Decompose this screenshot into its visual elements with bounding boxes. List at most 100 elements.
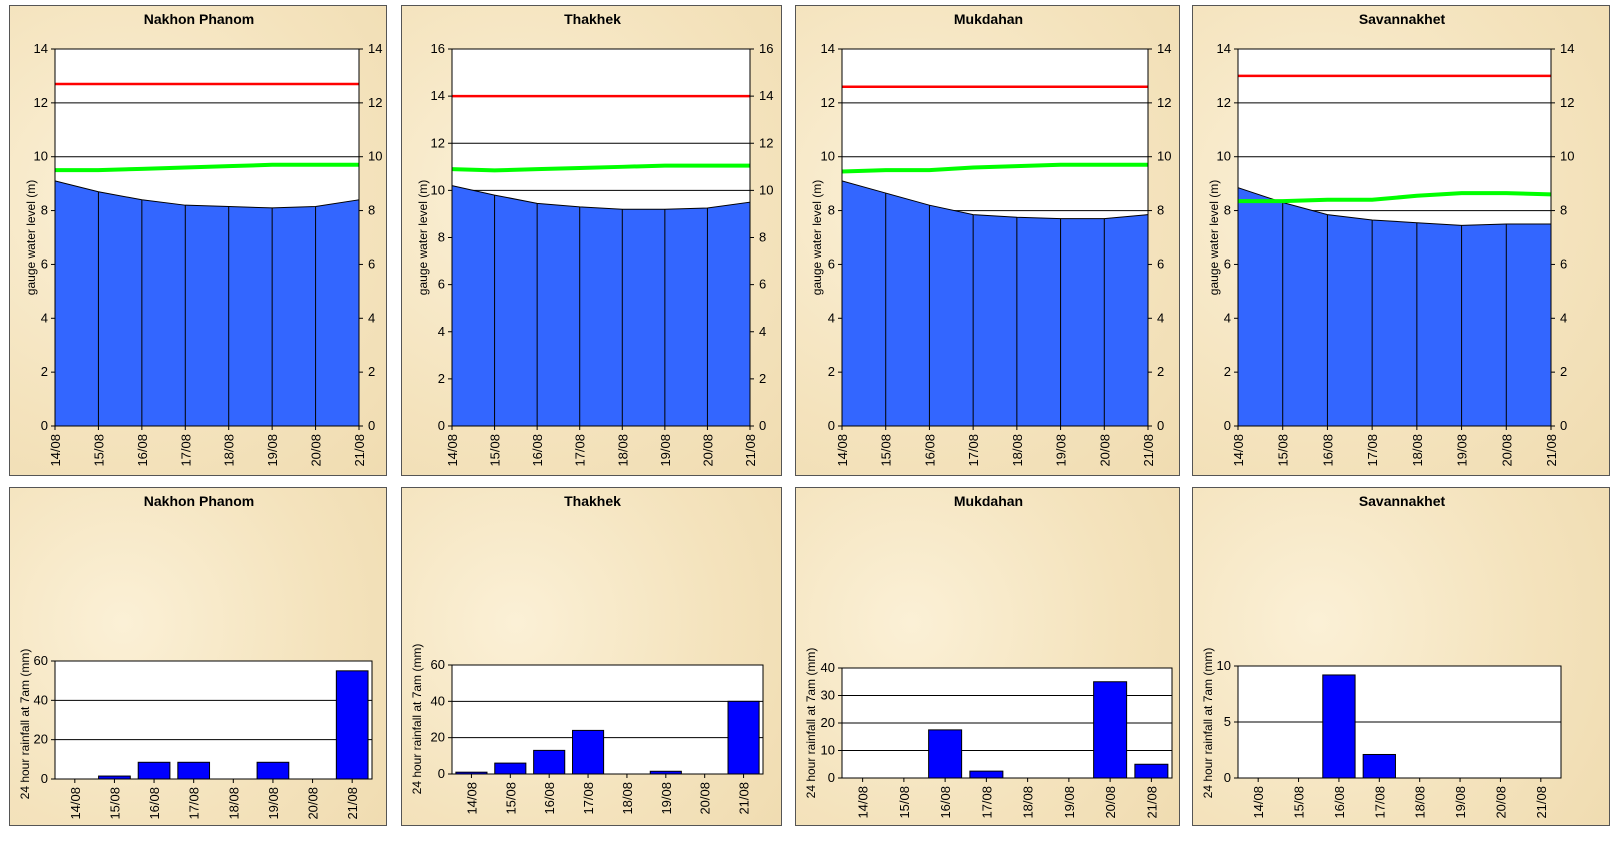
y-tick-label: 12 xyxy=(34,95,48,110)
y2-tick-label: 0 xyxy=(1560,418,1567,433)
y-tick-label: 12 xyxy=(431,135,445,150)
y2-tick-label: 12 xyxy=(1560,95,1574,110)
y-tick-label: 4 xyxy=(1224,310,1231,325)
x-tick-label: 18/08 xyxy=(226,787,241,820)
rainfall-bar xyxy=(1362,753,1396,779)
y-axis-label: 24 hour rainfall at 7am (mm) xyxy=(18,649,32,800)
rainfall-bar xyxy=(494,762,527,775)
y-tick-label: 8 xyxy=(41,203,48,218)
y2-tick-label: 8 xyxy=(1560,203,1567,218)
y-tick-label: 16 xyxy=(431,41,445,56)
y2-tick-label: 14 xyxy=(1560,41,1574,56)
chart-panel: Nakhon Phanom 0 20 40 60 14/08 15/08 16/08 17/08… xyxy=(9,487,387,826)
y-tick-label: 14 xyxy=(431,88,445,103)
chart-title: Savannakhet xyxy=(1359,493,1446,509)
y2-tick-label: 12 xyxy=(759,135,773,150)
y-tick-label: 40 xyxy=(431,693,445,708)
y-tick-label: 14 xyxy=(34,41,48,56)
x-tick-label: 19/08 xyxy=(1453,786,1468,819)
x-tick-label: 15/08 xyxy=(897,786,912,819)
chart-panel: Thakhek 0 0 2 2 4 4 6 6 8 8 10 10 12 12 14 14 16 16 14/08 15… xyxy=(401,5,782,476)
chart-title: Mukdahan xyxy=(954,493,1023,509)
y-tick-label: 20 xyxy=(34,732,48,747)
y-tick-label: 40 xyxy=(34,692,48,707)
x-tick-label: 15/08 xyxy=(91,434,106,467)
x-tick-label: 18/08 xyxy=(1010,434,1025,467)
rainfall-bar xyxy=(928,729,963,779)
x-tick-label: 18/08 xyxy=(615,434,630,467)
x-tick-label: 20/08 xyxy=(698,782,713,815)
x-tick-label: 21/08 xyxy=(1144,786,1159,819)
chart-svg: Thakhek 0 0 2 2 4 4 6 6 8 8 10 10 12 12 14 14 16 16 14/08 15… xyxy=(416,11,773,467)
y-tick-label: 6 xyxy=(41,256,48,271)
x-tick-label: 20/08 xyxy=(1499,434,1514,467)
y-tick-label: 5 xyxy=(1224,714,1231,729)
chart-svg: Thakhek 0 20 40 60 14/08 15/08 16/08 17/08 18/08 1… xyxy=(410,493,764,815)
y2-tick-label: 0 xyxy=(759,418,766,433)
x-tick-label: 21/08 xyxy=(743,434,758,467)
x-tick-label: 21/08 xyxy=(352,434,367,467)
y-tick-label: 12 xyxy=(1217,95,1231,110)
y2-tick-label: 14 xyxy=(368,41,382,56)
water-level-area xyxy=(451,185,751,427)
y2-tick-label: 0 xyxy=(368,418,375,433)
y2-tick-label: 2 xyxy=(1560,364,1567,379)
y-tick-label: 12 xyxy=(821,95,835,110)
y-tick-label: 20 xyxy=(431,730,445,745)
plot-area xyxy=(452,665,763,774)
y2-tick-label: 8 xyxy=(368,203,375,218)
y-tick-label: 8 xyxy=(438,230,445,245)
plot-frame xyxy=(1237,48,1552,427)
x-tick-label: 20/08 xyxy=(306,787,321,820)
x-tick-label: 17/08 xyxy=(573,434,588,467)
y-axis-label: gauge water level (m) xyxy=(1207,180,1221,295)
plot-frame xyxy=(54,660,373,780)
y-tick-label: 14 xyxy=(1217,41,1231,56)
y-axis-label: 24 hour rainfall at 7am (mm) xyxy=(804,648,818,799)
x-tick-label: 21/08 xyxy=(1534,786,1549,819)
x-tick-label: 21/08 xyxy=(345,787,360,820)
x-tick-label: 14/08 xyxy=(1231,434,1246,467)
x-tick-label: 15/08 xyxy=(1276,434,1291,467)
chart-svg: Savannakhet 0 0 2 2 4 4 6 6 8 8 10 10 12 12 14 14 14/08 15… xyxy=(1207,11,1574,467)
x-tick-label: 17/08 xyxy=(1372,786,1387,819)
y-tick-label: 0 xyxy=(41,418,48,433)
y2-tick-label: 10 xyxy=(1560,149,1574,164)
y-tick-label: 0 xyxy=(828,418,835,433)
rainfall-bar xyxy=(572,729,605,775)
x-tick-label: 17/08 xyxy=(979,786,994,819)
y2-tick-label: 6 xyxy=(1157,256,1164,271)
chart-title: Nakhon Phanom xyxy=(144,11,254,27)
y-tick-label: 10 xyxy=(431,182,445,197)
x-tick-label: 19/08 xyxy=(265,434,280,467)
rainfall-bar xyxy=(137,761,171,780)
y-tick-label: 8 xyxy=(1224,203,1231,218)
x-tick-label: 14/08 xyxy=(1251,786,1266,819)
x-tick-label: 19/08 xyxy=(1054,434,1069,467)
rainfall-bar xyxy=(1134,763,1169,779)
rainfall-bar xyxy=(177,761,211,780)
x-tick-label: 16/08 xyxy=(922,434,937,467)
x-tick-label: 16/08 xyxy=(938,786,953,819)
y-tick-label: 10 xyxy=(821,743,835,758)
x-tick-label: 16/08 xyxy=(1320,434,1335,467)
rainfall-bar xyxy=(533,749,566,775)
x-tick-label: 20/08 xyxy=(1493,786,1508,819)
y-tick-label: 4 xyxy=(828,310,835,325)
x-tick-label: 18/08 xyxy=(222,434,237,467)
y2-tick-label: 4 xyxy=(1157,310,1164,325)
y-tick-label: 2 xyxy=(828,364,835,379)
plot-frame xyxy=(54,48,360,427)
chart-title: Savannakhet xyxy=(1359,11,1446,27)
chart-panel: Mukdahan 0 10 20 30 40 14/08 15/08 16/08 17/08 18/… xyxy=(795,487,1180,826)
average-level-line xyxy=(1238,191,1552,204)
x-tick-label: 21/08 xyxy=(1544,434,1559,467)
x-tick-label: 18/08 xyxy=(1410,434,1425,467)
x-tick-label: 16/08 xyxy=(147,787,162,820)
x-tick-label: 16/08 xyxy=(1332,786,1347,819)
y2-tick-label: 6 xyxy=(368,256,375,271)
y-tick-label: 2 xyxy=(1224,364,1231,379)
rainfall-bar xyxy=(1322,674,1356,779)
y-axis-label: gauge water level (m) xyxy=(416,180,430,295)
y-axis-label: gauge water level (m) xyxy=(24,180,38,295)
